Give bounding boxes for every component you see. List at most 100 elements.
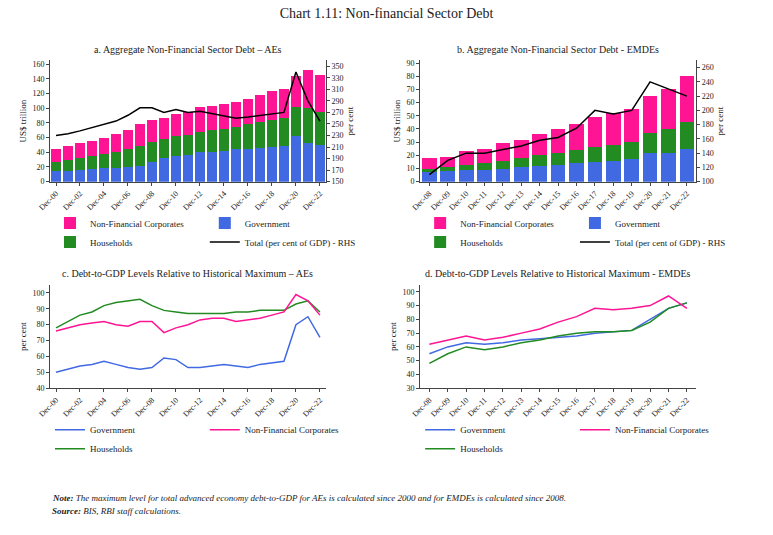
svg-text:40: 40 (407, 125, 415, 134)
svg-text:90: 90 (407, 59, 415, 68)
svg-text:Chart 1.11: Non-financial Sect: Chart 1.11: Non-financial Sector Debt (280, 6, 494, 21)
svg-text:Dec-02: Dec-02 (61, 396, 84, 419)
svg-text:Dec-13: Dec-13 (503, 396, 526, 419)
svg-text:Dec-21: Dec-21 (650, 189, 673, 212)
svg-text:Government: Government (615, 219, 660, 229)
svg-text:Dec-16: Dec-16 (229, 189, 252, 212)
svg-text:Dec-06: Dec-06 (109, 396, 132, 419)
svg-text:160: 160 (32, 60, 44, 69)
svg-text:Government: Government (245, 219, 290, 229)
svg-text:Dec-00: Dec-00 (37, 396, 60, 419)
svg-text:50: 50 (407, 356, 415, 365)
svg-text:Dec-12: Dec-12 (181, 189, 204, 212)
svg-text:100: 100 (403, 288, 415, 297)
svg-text:40: 40 (407, 370, 415, 379)
svg-text:per cent: per cent (345, 106, 355, 135)
svg-text:60: 60 (36, 133, 44, 142)
svg-text:per cent: per cent (715, 106, 725, 135)
svg-text:Total (per cent of GDP) - RHS: Total (per cent of GDP) - RHS (245, 238, 355, 248)
svg-text:Dec-04: Dec-04 (85, 189, 108, 212)
svg-text:60: 60 (36, 352, 44, 361)
svg-text:190: 190 (332, 154, 344, 163)
svg-text:Dec-02: Dec-02 (61, 189, 84, 212)
svg-text:60: 60 (407, 98, 415, 107)
svg-text:180: 180 (702, 120, 714, 129)
svg-text:Dec-00: Dec-00 (37, 189, 60, 212)
svg-text:Dec-11: Dec-11 (466, 396, 489, 419)
svg-text:Dec-08: Dec-08 (133, 396, 156, 419)
svg-text:Dec-12: Dec-12 (484, 396, 507, 419)
svg-text:Non-Financial Corporates: Non-Financial Corporates (90, 219, 184, 229)
svg-text:160: 160 (702, 135, 714, 144)
svg-text:270: 270 (332, 108, 344, 117)
svg-text:Households: Households (460, 238, 503, 248)
svg-text:140: 140 (32, 75, 44, 84)
svg-text:Dec-16: Dec-16 (229, 396, 252, 419)
svg-text:20: 20 (407, 151, 415, 160)
svg-text:30: 30 (407, 138, 415, 147)
svg-text:Dec-20: Dec-20 (277, 189, 300, 212)
svg-text:Source: BIS, RBI staff calcula: Source: BIS, RBI staff calculations. (52, 506, 181, 516)
svg-text:310: 310 (332, 85, 344, 94)
svg-text:Dec-10: Dec-10 (447, 396, 470, 419)
svg-text:100: 100 (32, 104, 44, 113)
svg-text:Non-Financial Corporates: Non-Financial Corporates (615, 425, 709, 435)
svg-text:70: 70 (407, 85, 415, 94)
svg-text:Dec-17: Dec-17 (576, 396, 599, 419)
svg-text:Dec-22: Dec-22 (668, 189, 691, 212)
svg-text:Dec-14: Dec-14 (521, 189, 544, 212)
svg-text:Dec-21: Dec-21 (650, 396, 673, 419)
svg-text:Dec-08: Dec-08 (411, 396, 434, 419)
svg-text:330: 330 (332, 74, 344, 83)
svg-text:Dec-20: Dec-20 (631, 189, 654, 212)
svg-text:per cent: per cent (388, 322, 398, 351)
svg-text:Dec-08: Dec-08 (133, 189, 156, 212)
svg-text:120: 120 (32, 89, 44, 98)
svg-text:Households: Households (90, 444, 133, 454)
svg-text:Dec-15: Dec-15 (539, 189, 562, 212)
svg-text:Households: Households (90, 238, 133, 248)
svg-text:Dec-09: Dec-09 (429, 396, 452, 419)
svg-text:Dec-04: Dec-04 (85, 396, 108, 419)
svg-text:50: 50 (407, 112, 415, 121)
svg-text:Dec-14: Dec-14 (521, 396, 544, 419)
svg-text:90: 90 (36, 305, 44, 314)
svg-text:Dec-22: Dec-22 (301, 396, 324, 419)
svg-text:Dec-19: Dec-19 (613, 189, 636, 212)
svg-text:Dec-10: Dec-10 (157, 396, 180, 419)
svg-text:Dec-18: Dec-18 (253, 189, 276, 212)
svg-text:Dec-09: Dec-09 (429, 189, 452, 212)
svg-text:100: 100 (32, 289, 44, 298)
svg-text:Non-Financial Corporates: Non-Financial Corporates (460, 219, 554, 229)
svg-text:80: 80 (407, 72, 415, 81)
svg-text:250: 250 (332, 120, 344, 129)
svg-text:Note: The maximum level for to: Note: The maximum level for total advanc… (52, 493, 566, 503)
svg-text:Dec-10: Dec-10 (447, 189, 470, 212)
svg-text:150: 150 (332, 177, 344, 186)
svg-text:80: 80 (407, 315, 415, 324)
svg-text:40: 40 (36, 384, 44, 393)
svg-text:a. Aggregate Non-Financial Sec: a. Aggregate Non-Financial Sector Debt –… (94, 44, 282, 55)
svg-text:220: 220 (702, 92, 714, 101)
svg-text:0: 0 (40, 177, 44, 186)
svg-text:d. Debt-to-GDP Levels Relative: d. Debt-to-GDP Levels Relative to Histor… (425, 268, 691, 279)
svg-text:120: 120 (702, 163, 714, 172)
svg-text:210: 210 (332, 143, 344, 152)
svg-text:230: 230 (332, 131, 344, 140)
svg-text:10: 10 (407, 164, 415, 173)
svg-text:Dec-18: Dec-18 (253, 396, 276, 419)
svg-text:Dec-22: Dec-22 (301, 189, 324, 212)
svg-text:Dec-17: Dec-17 (576, 189, 599, 212)
svg-text:80: 80 (36, 119, 44, 128)
svg-text:290: 290 (332, 97, 344, 106)
svg-text:per cent: per cent (18, 322, 28, 351)
svg-text:50: 50 (36, 368, 44, 377)
svg-text:Dec-14: Dec-14 (205, 189, 228, 212)
svg-text:80: 80 (36, 320, 44, 329)
svg-text:60: 60 (407, 343, 415, 352)
svg-text:260: 260 (702, 63, 714, 72)
svg-text:US$ trillion: US$ trillion (18, 99, 28, 142)
svg-text:240: 240 (702, 78, 714, 87)
svg-text:70: 70 (407, 329, 415, 338)
svg-text:Dec-06: Dec-06 (109, 189, 132, 212)
